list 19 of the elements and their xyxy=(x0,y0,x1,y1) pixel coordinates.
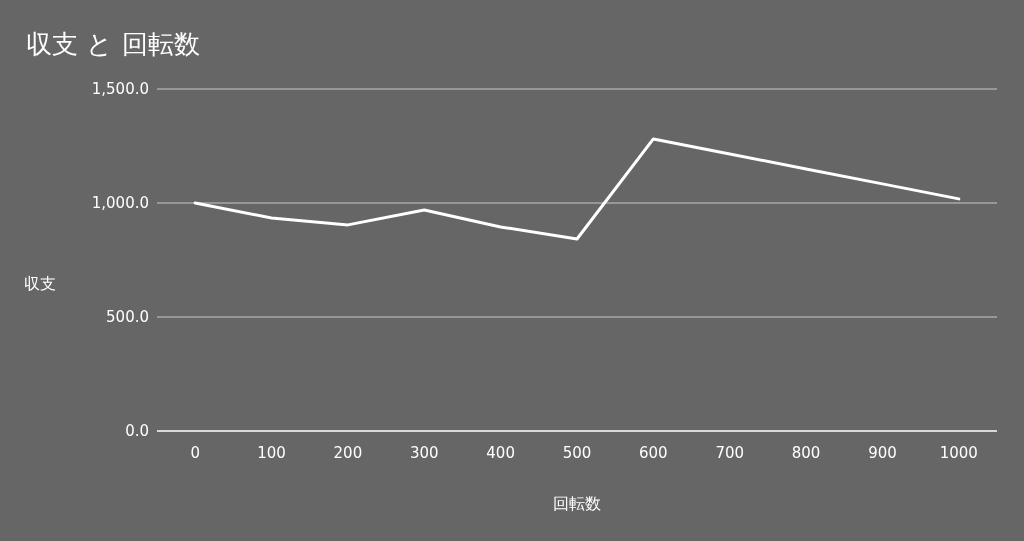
x-tick-label: 600 xyxy=(639,444,668,462)
x-tick-label: 1000 xyxy=(939,444,978,462)
x-tick-label: 800 xyxy=(791,444,821,462)
x-tick-label: 0 xyxy=(190,444,200,462)
x-tick-label: 900 xyxy=(868,444,897,462)
y-tick-label: 1,500.0 xyxy=(91,80,149,98)
x-tick-label: 500 xyxy=(562,444,592,462)
chart-title: 収支 と 回転数 xyxy=(26,29,200,59)
line-series xyxy=(193,137,961,241)
x-axis-title: 回転数 xyxy=(553,494,601,513)
y-tick-label: 1,000.0 xyxy=(91,194,149,212)
y-tick-label: 500.0 xyxy=(106,308,149,326)
x-tick-label: 100 xyxy=(257,444,286,462)
y-tick-label: 0.0 xyxy=(125,422,149,440)
y-axis-title: 収支 xyxy=(24,274,56,293)
x-tick-label: 400 xyxy=(486,444,515,462)
x-tick-label: 300 xyxy=(409,444,439,462)
x-tick-label: 700 xyxy=(715,444,745,462)
x-tick-label: 200 xyxy=(333,444,363,462)
